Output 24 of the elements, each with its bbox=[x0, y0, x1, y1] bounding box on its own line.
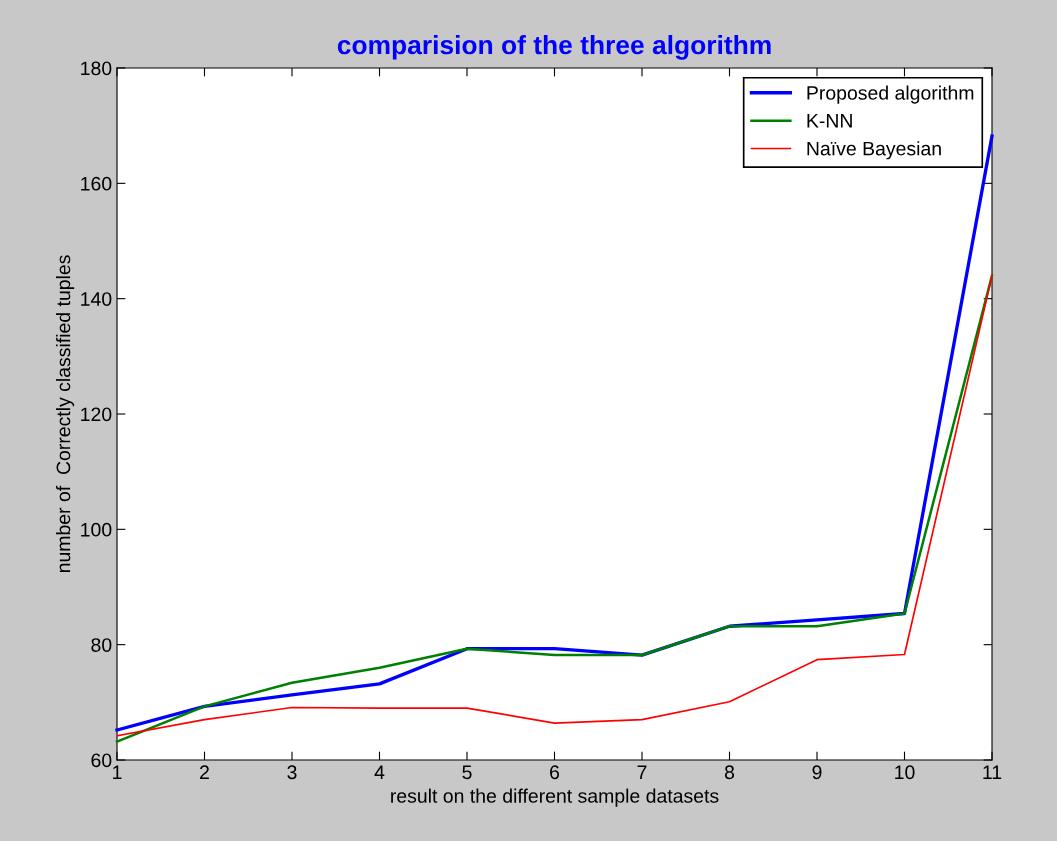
x-tick-label: 6 bbox=[550, 765, 560, 780]
x-tick-label: 7 bbox=[637, 765, 647, 779]
x-axis-title: result on the different sample datasets bbox=[391, 788, 719, 807]
x-tick-label: 4 bbox=[374, 765, 385, 779]
x-tick-label: 1 bbox=[113, 765, 122, 779]
x-tick-label: 10 bbox=[895, 765, 915, 780]
chart-title: comparision of the three algorithm bbox=[337, 34, 771, 60]
y-tick-label: 180 bbox=[81, 61, 112, 76]
y-tick-label: 100 bbox=[81, 522, 112, 537]
x-tick-label: 5 bbox=[462, 765, 472, 780]
x-tick-label: 2 bbox=[200, 765, 209, 779]
y-tick-label: 120 bbox=[81, 407, 112, 422]
y-axis-title: number of Correctly classified tuples bbox=[56, 255, 75, 573]
legend-label: Proposed algorithm bbox=[807, 85, 974, 104]
y-tick-label: 160 bbox=[81, 176, 112, 191]
y-tick-label: 60 bbox=[91, 753, 112, 768]
x-tick-label: 11 bbox=[983, 765, 1002, 779]
x-tick-label: 8 bbox=[724, 765, 735, 780]
y-tick-label: 140 bbox=[81, 292, 112, 306]
x-tick-label: 3 bbox=[287, 765, 297, 780]
x-tick-label: 9 bbox=[812, 765, 822, 780]
legend-label: Naïve Bayesian bbox=[807, 141, 941, 160]
legend-label: K-NN bbox=[807, 114, 852, 128]
y-tick-label: 80 bbox=[91, 638, 112, 652]
